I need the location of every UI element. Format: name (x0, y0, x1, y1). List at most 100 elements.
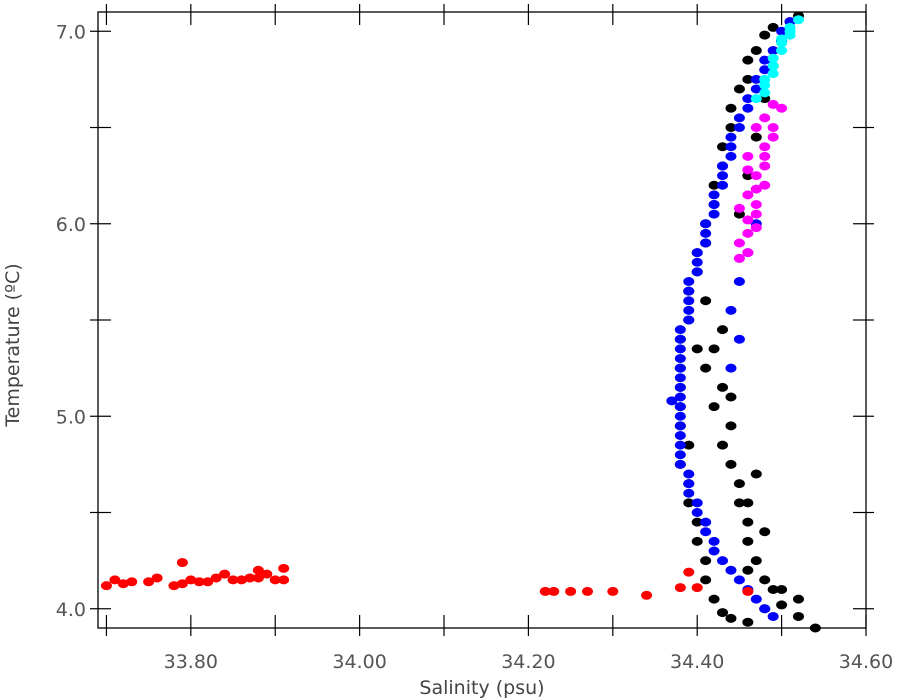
data-point-series-0 (700, 363, 712, 373)
data-point-series-1 (674, 373, 686, 383)
data-point-series-1 (742, 103, 754, 113)
data-point-series-2 (759, 161, 771, 171)
data-point-series-1 (674, 334, 686, 344)
data-point-series-0 (742, 498, 754, 508)
data-point-series-1 (750, 594, 762, 604)
data-point-series-3 (759, 80, 771, 90)
data-point-series-4 (176, 579, 188, 589)
data-point-series-0 (725, 123, 737, 132)
data-point-series-4 (641, 590, 653, 600)
data-point-series-2 (759, 151, 771, 161)
data-point-series-1 (700, 219, 712, 229)
data-point-series-1 (674, 411, 686, 421)
data-point-series-4 (109, 575, 121, 585)
data-point-series-0 (733, 84, 745, 94)
data-point-series-1 (750, 84, 762, 94)
data-point-series-3 (776, 34, 788, 44)
data-point-series-4 (193, 577, 205, 587)
data-point-series-1 (683, 277, 695, 286)
data-point-series-4 (539, 586, 551, 596)
data-point-series-4 (269, 575, 281, 585)
data-point-series-0 (708, 594, 720, 604)
data-point-series-0 (700, 296, 712, 306)
x-tick-label: 34.40 (670, 651, 724, 673)
data-point-series-2 (742, 190, 754, 200)
data-point-series-2 (759, 113, 771, 123)
y-tick-label: 5.0 (56, 406, 86, 428)
data-point-series-0 (750, 46, 762, 55)
data-point-series-0 (683, 440, 695, 450)
data-point-series-0 (742, 536, 754, 546)
data-point-series-1 (742, 94, 754, 104)
data-point-series-1 (674, 431, 686, 440)
plot-frame (97, 11, 867, 629)
data-point-series-3 (767, 61, 779, 71)
data-point-series-0 (725, 459, 737, 469)
data-point-series-1 (733, 334, 745, 344)
data-point-series-4 (235, 575, 247, 585)
data-point-series-3 (750, 94, 762, 104)
data-point-series-4 (581, 586, 593, 596)
data-point-series-1 (759, 55, 771, 65)
data-point-series-4 (219, 569, 231, 579)
data-point-series-0 (792, 611, 804, 621)
data-point-series-0 (725, 392, 737, 402)
data-point-series-1 (683, 479, 695, 489)
axes: 33.80 34.00 34.20 34.40 34.60 4.0 5.0 6.0 7.0 (56, 4, 893, 673)
data-point-series-1 (674, 354, 686, 363)
data-point-series-1 (674, 392, 686, 402)
data-point-series-0 (725, 103, 737, 113)
data-point-series-4 (674, 583, 686, 593)
data-point-series-4 (227, 575, 239, 585)
data-point-series-1 (750, 74, 762, 84)
data-point-series-1 (733, 123, 745, 132)
y-axis-title: Temperature (ºC) (2, 263, 24, 427)
data-point-series-1 (674, 421, 686, 431)
data-point-series-0 (776, 600, 788, 610)
data-point-series-4 (126, 577, 138, 587)
data-point-series-1 (683, 469, 695, 479)
data-point-series-1 (683, 296, 695, 306)
data-point-series-2 (742, 165, 754, 175)
data-point-series-1 (717, 180, 729, 190)
data-point-series-0 (759, 575, 771, 585)
data-point-series-0 (683, 498, 695, 508)
data-point-series-0 (708, 344, 720, 354)
data-points (100, 11, 821, 633)
data-point-series-0 (691, 517, 703, 527)
data-point-series-1 (700, 527, 712, 537)
data-point-series-1 (717, 161, 729, 171)
data-point-series-4 (202, 577, 214, 587)
data-point-series-2 (733, 203, 745, 213)
data-point-series-1 (683, 315, 695, 325)
data-point-series-2 (759, 142, 771, 152)
data-point-series-4 (548, 586, 560, 596)
data-point-series-1 (674, 459, 686, 469)
data-point-series-0 (767, 22, 779, 32)
data-point-series-0 (717, 608, 729, 618)
data-point-series-2 (742, 151, 754, 161)
data-point-series-0 (742, 617, 754, 627)
data-point-series-3 (767, 69, 779, 79)
data-point-series-2 (759, 180, 771, 190)
data-point-series-1 (733, 113, 745, 123)
data-point-series-1 (708, 546, 720, 556)
data-point-series-1 (683, 488, 695, 498)
data-point-series-0 (750, 132, 762, 142)
data-point-series-1 (767, 46, 779, 55)
x-tick-label: 33.80 (164, 651, 218, 673)
data-point-series-4 (252, 565, 264, 575)
data-point-series-4 (683, 567, 695, 577)
data-point-series-0 (725, 421, 737, 431)
data-point-series-4 (168, 581, 180, 591)
data-point-series-1 (674, 402, 686, 412)
data-point-series-2 (767, 99, 779, 109)
data-point-series-1 (674, 344, 686, 354)
data-point-series-4 (252, 573, 264, 583)
data-point-series-2 (733, 238, 745, 248)
data-point-series-0 (750, 469, 762, 479)
data-point-series-0 (708, 180, 720, 190)
data-point-series-2 (776, 103, 788, 113)
data-point-series-2 (742, 215, 754, 225)
